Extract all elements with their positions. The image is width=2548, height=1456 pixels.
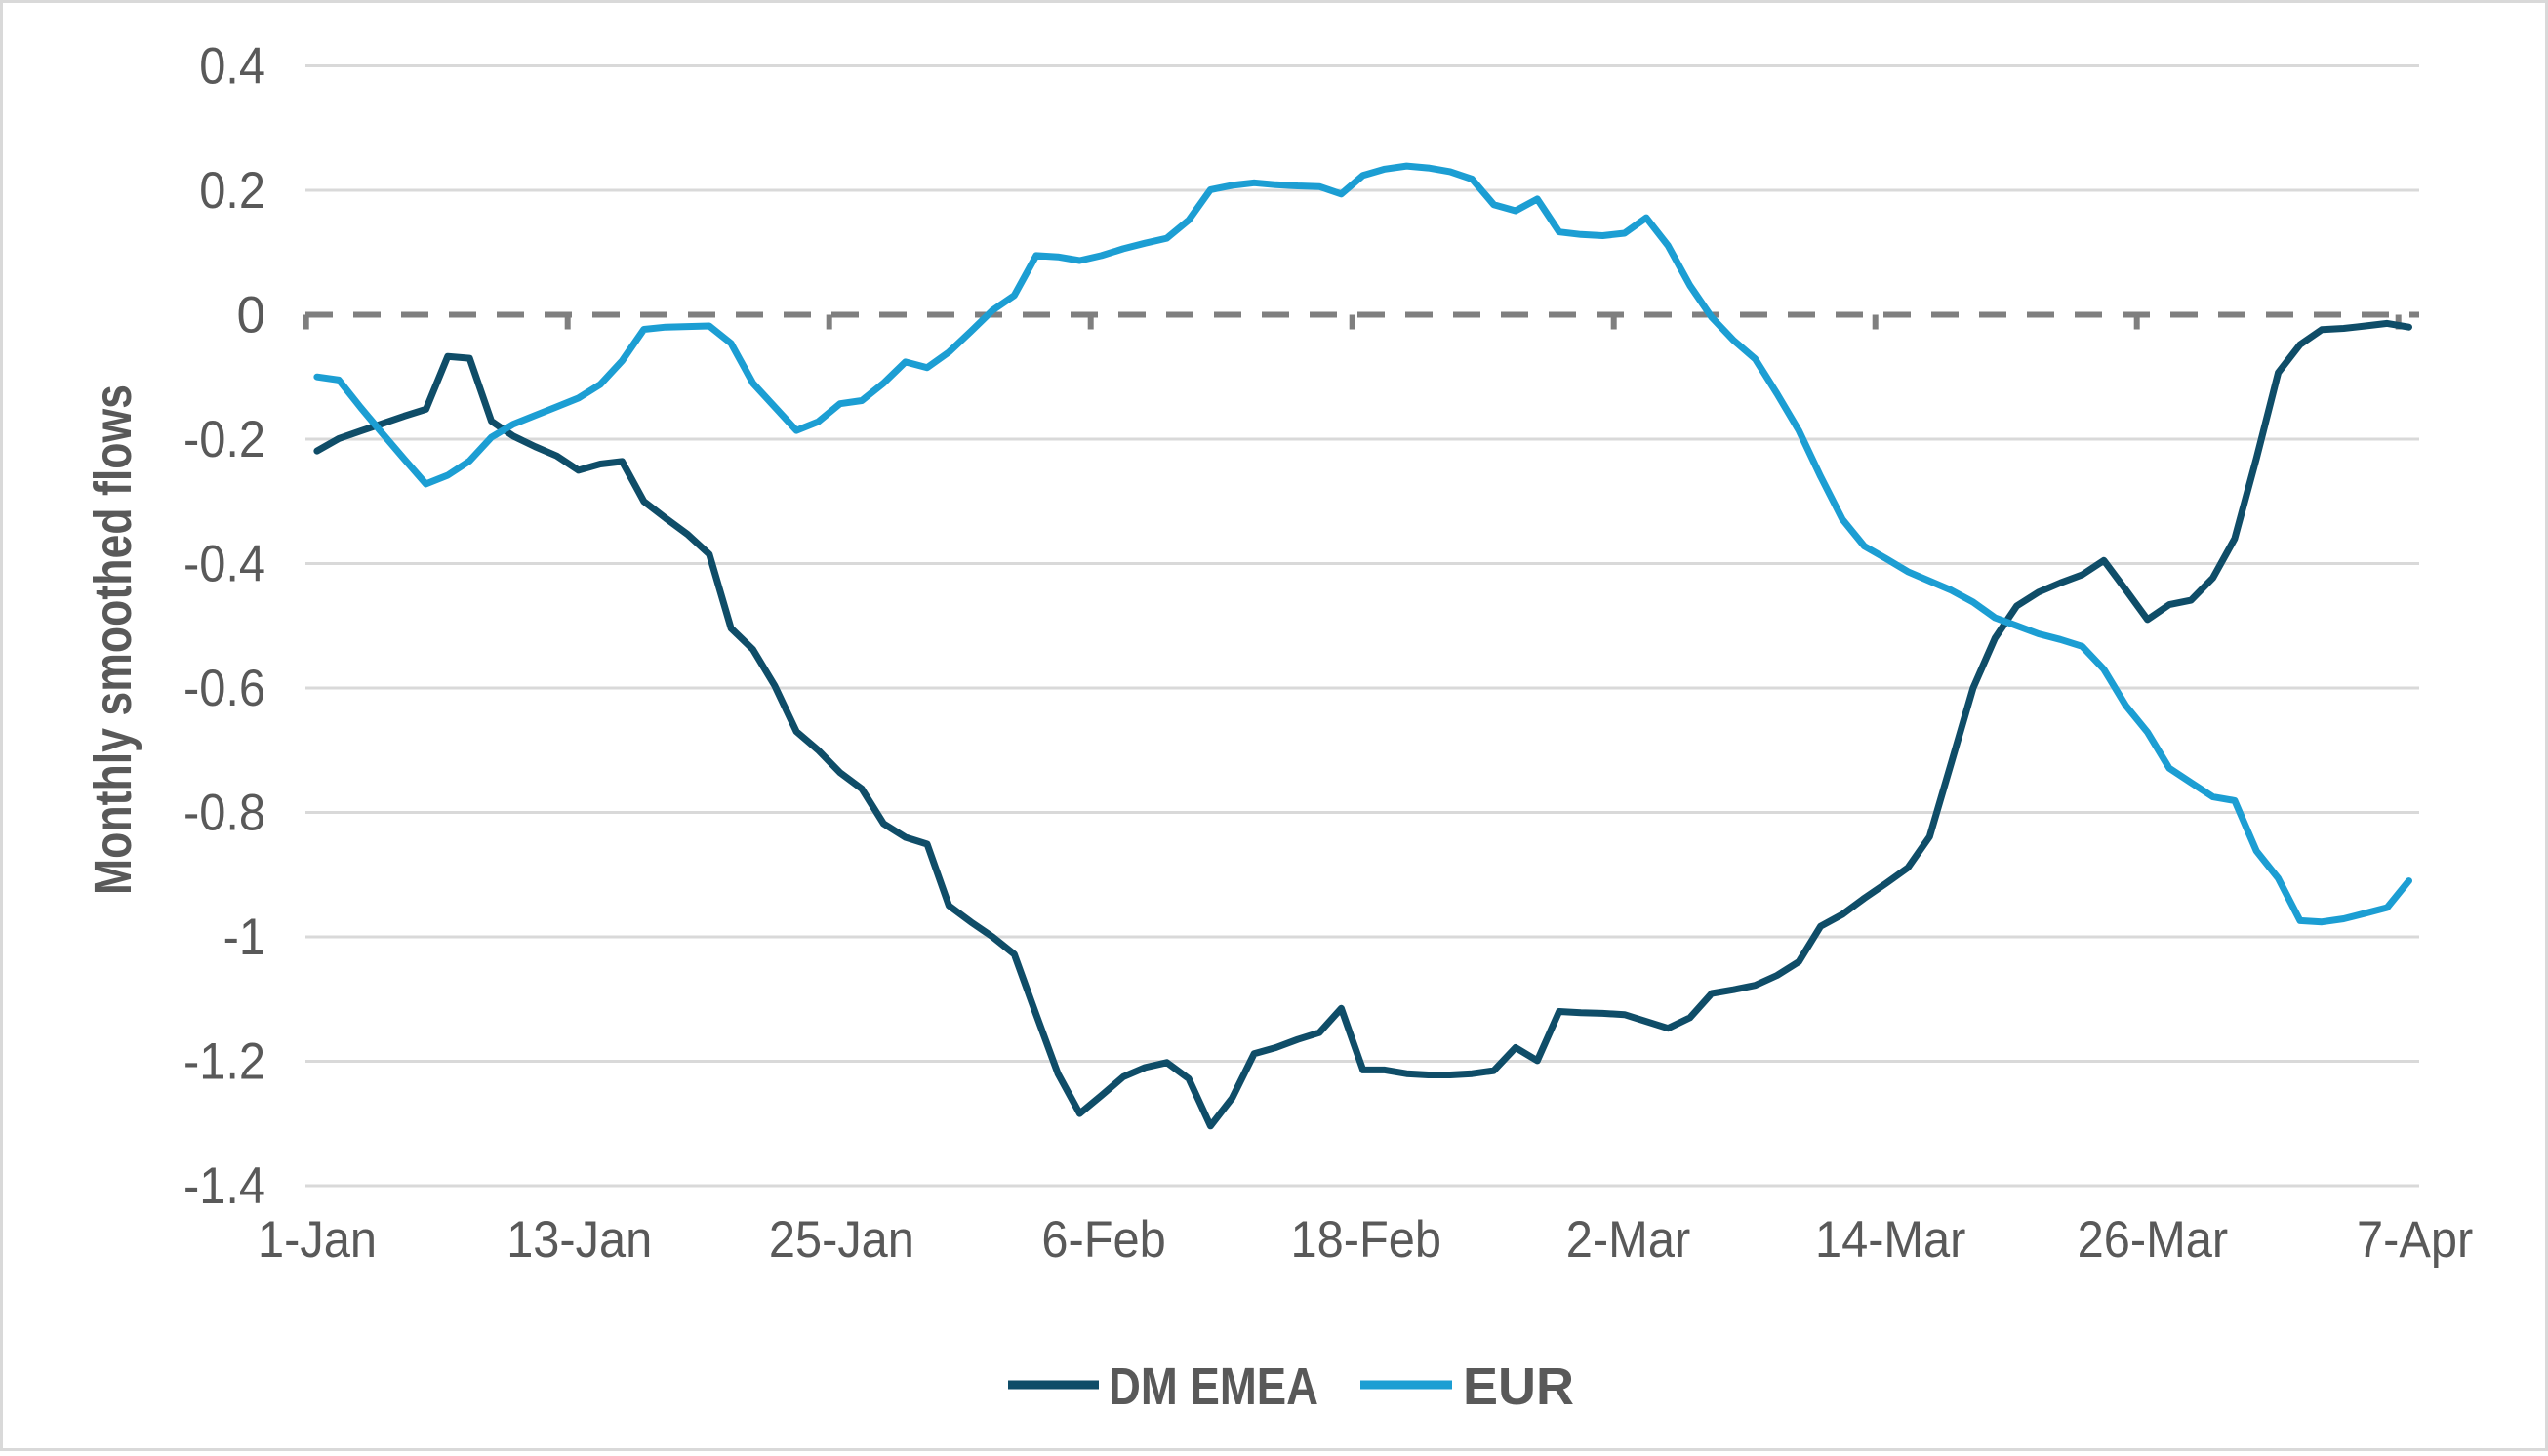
- svg-text:13-Jan: 13-Jan: [506, 1211, 652, 1269]
- svg-text:-0.6: -0.6: [183, 660, 265, 717]
- svg-text:-0.4: -0.4: [183, 536, 265, 593]
- svg-text:-0.8: -0.8: [183, 785, 265, 842]
- svg-text:0: 0: [237, 287, 265, 344]
- svg-text:0.4: 0.4: [199, 38, 265, 96]
- svg-text:Monthly smoothed flows: Monthly smoothed flows: [84, 384, 142, 895]
- svg-text:14-Mar: 14-Mar: [1815, 1211, 1966, 1269]
- svg-text:6-Feb: 6-Feb: [1041, 1211, 1165, 1269]
- svg-text:18-Feb: 18-Feb: [1291, 1211, 1442, 1269]
- svg-text:26-Mar: 26-Mar: [2078, 1211, 2229, 1269]
- svg-text:-1: -1: [223, 909, 265, 966]
- svg-text:2-Mar: 2-Mar: [1566, 1211, 1690, 1269]
- svg-text:-1.4: -1.4: [183, 1157, 265, 1215]
- svg-text:0.2: 0.2: [199, 162, 265, 220]
- svg-text:1-Jan: 1-Jan: [258, 1211, 377, 1269]
- svg-text:-1.2: -1.2: [183, 1033, 265, 1091]
- svg-text:DM EMEA: DM EMEA: [1109, 1357, 1318, 1416]
- svg-text:-0.2: -0.2: [183, 411, 265, 468]
- svg-text:7-Apr: 7-Apr: [2357, 1211, 2473, 1269]
- svg-text:25-Jan: 25-Jan: [769, 1211, 914, 1269]
- svg-text:EUR: EUR: [1463, 1357, 1574, 1416]
